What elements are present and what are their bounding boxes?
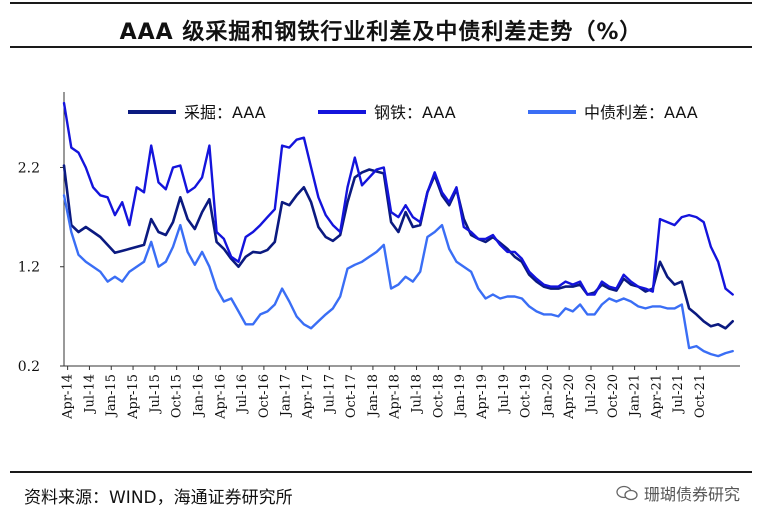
y-tick-label: 2.2 [18, 160, 40, 176]
x-tick-label: Apr-19 [475, 374, 490, 420]
x-tick-label: Jan-20 [540, 374, 555, 418]
x-tick-label: Oct-17 [344, 374, 359, 418]
x-tick-label: Jul-21 [671, 374, 686, 415]
legend-label-1: 采掘：AAA [184, 103, 266, 122]
series-line-1 [62, 164, 734, 330]
chart-title: AAA 级采掘和钢铁行业利差及中债利差走势（%） [119, 20, 643, 45]
x-tick-label: Jan-18 [366, 374, 381, 418]
x-tick-label: Jan-15 [104, 374, 119, 418]
source-note: 资料来源：WIND，海通证券研究所 [24, 488, 293, 508]
watermark: 珊瑚债券研究 [616, 481, 740, 505]
x-tick-label: Oct-21 [693, 374, 708, 418]
x-tick-label: Apr-18 [388, 374, 403, 420]
series-line-2 [62, 101, 734, 296]
title-underline [10, 46, 752, 48]
x-tick-label: Oct-15 [170, 374, 185, 418]
x-tick-label: Jan-17 [279, 374, 294, 418]
x-tick-label: Jul-16 [235, 374, 250, 415]
x-tick-label: Jul-15 [148, 374, 163, 415]
y-tick-label: 1.2 [18, 260, 40, 276]
legend-label-3: 中债利差：AAA [584, 103, 698, 122]
watermark-text: 珊瑚债券研究 [643, 485, 740, 504]
x-tick-label: Jan-21 [628, 374, 643, 418]
x-tick-label: Apr-14 [61, 374, 76, 420]
legend-label-2: 钢铁：AAA [374, 103, 456, 122]
x-tick-label: Jul-18 [410, 374, 425, 415]
x-tick-label: Apr-21 [649, 374, 664, 420]
x-tick-label: Oct-19 [519, 374, 534, 418]
x-tick-label: Apr-20 [562, 374, 577, 420]
x-tick-label: Oct-20 [606, 374, 621, 418]
x-tick-label: Jul-19 [497, 374, 512, 415]
x-tick-label: Jul-20 [584, 374, 599, 415]
wechat-icon [616, 485, 638, 501]
bottom-rule [10, 471, 752, 473]
x-tick-label: Apr-15 [126, 374, 141, 420]
line-chart: 0.2 1.2 2.2 Apr-14 Jul-14 Jan-15 Apr-15 Jul-15 O… [18, 92, 740, 420]
y-tick-label: 0.2 [18, 359, 40, 375]
x-tick-label: Apr-17 [301, 374, 316, 420]
x-tick-label: Jul-17 [322, 374, 337, 415]
x-tick-label: Oct-16 [257, 374, 272, 418]
x-tick-label: Jan-16 [191, 374, 206, 418]
top-rule [10, 2, 752, 4]
x-tick-label: Oct-18 [431, 374, 446, 418]
series-line-3 [62, 194, 734, 358]
x-tick-label: Jan-19 [453, 374, 468, 418]
x-tick-label: Apr-16 [213, 374, 228, 420]
x-tick-label: Jul-14 [82, 374, 97, 415]
